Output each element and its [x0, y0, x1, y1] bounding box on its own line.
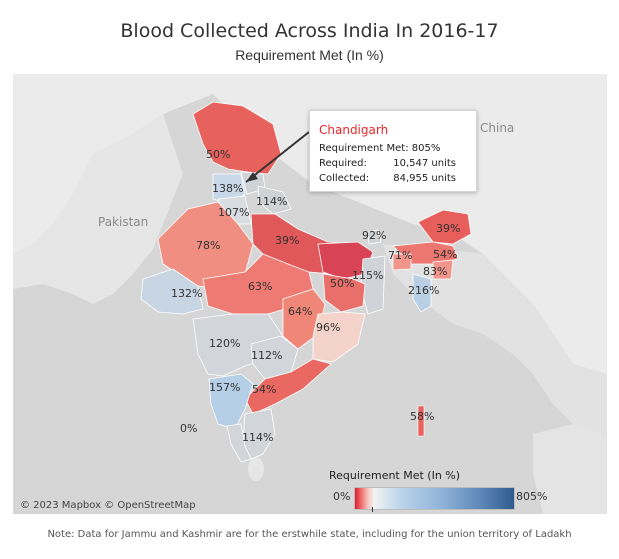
- legend-min-label: 0%: [333, 490, 351, 503]
- label-mh: 120%: [209, 337, 240, 350]
- state-ka[interactable]: [208, 373, 254, 430]
- state-jk[interactable]: [192, 101, 282, 175]
- label-pb: 138%: [212, 182, 243, 195]
- state-guj[interactable]: [140, 268, 204, 315]
- label-guj: 132%: [171, 287, 202, 300]
- label-ap: 54%: [252, 383, 276, 396]
- label-assam: 54%: [433, 248, 457, 261]
- tooltip-title: Chandigarh: [319, 123, 389, 137]
- label-kerala: 114%: [242, 431, 273, 444]
- tooltip: Chandigarh Requirement Met: 805% Require…: [309, 110, 477, 192]
- tooltip-pointer-head: [246, 172, 258, 182]
- legend-title: Requirement Met (In %): [329, 469, 461, 482]
- state-ap[interactable]: [244, 358, 332, 415]
- label-uk: 114%: [256, 195, 287, 208]
- label-lak: 0%: [180, 422, 197, 435]
- state-jh[interactable]: [322, 273, 366, 313]
- footnote: Note: Data for Jammu and Kashmir are for…: [47, 529, 572, 540]
- label-cg: 64%: [288, 305, 312, 318]
- tooltip-requirement-met: Requirement Met: 805%: [319, 143, 441, 154]
- tooltip-required-label: Required:: [319, 158, 367, 169]
- label-sikkim: 92%: [362, 229, 386, 242]
- label-bihar: 50%: [330, 277, 354, 290]
- label-jk: 50%: [206, 148, 230, 161]
- label-up: 39%: [275, 234, 299, 247]
- label-pakistan: Pakistan: [98, 215, 148, 229]
- label-jh: 115%: [352, 269, 383, 282]
- pakistan-land: [13, 114, 183, 304]
- tooltip-collected-label: Collected:: [319, 173, 370, 184]
- label-hr: 107%: [218, 206, 249, 219]
- state-sikkim[interactable]: [367, 229, 382, 245]
- state-uk[interactable]: [257, 185, 292, 215]
- islands-andaman[interactable]: [417, 405, 425, 437]
- label-ka: 157%: [209, 381, 240, 394]
- state-nagaland[interactable]: [432, 259, 454, 280]
- state-tripura[interactable]: [412, 273, 432, 313]
- label-mp: 63%: [248, 280, 272, 293]
- legend-max-label: 805%: [516, 490, 548, 503]
- tooltip-collected-value: 84,955 units: [393, 173, 456, 184]
- sri-lanka: [248, 457, 264, 481]
- label-china: China: [480, 121, 514, 135]
- label-raj: 78%: [196, 239, 220, 252]
- map-credit[interactable]: © 2023 Mapbox © OpenStreetMap: [20, 500, 196, 511]
- chart-subtitle: Requirement Met (In %): [235, 47, 384, 63]
- label-arunachal: 39%: [436, 222, 460, 235]
- label-meghalaya: 71%: [388, 249, 412, 262]
- se-asia-land: [533, 424, 607, 514]
- myanmar-land: [383, 244, 607, 434]
- tooltip-required-value: 10,547 units: [393, 158, 456, 169]
- label-nagaland: 83%: [423, 265, 447, 278]
- legend-tick: [372, 507, 373, 512]
- label-tripura: 216%: [408, 284, 439, 297]
- chart-title: Blood Collected Across India In 2016-17: [120, 20, 499, 42]
- label-tg: 112%: [251, 349, 282, 362]
- state-meghalaya[interactable]: [392, 253, 412, 271]
- state-kerala[interactable]: [226, 423, 252, 463]
- legend-color-ramp[interactable]: [354, 487, 515, 510]
- label-andaman: 58%: [410, 410, 434, 423]
- label-od: 96%: [316, 321, 340, 334]
- tooltip-pointer: [245, 131, 310, 183]
- state-od[interactable]: [312, 311, 366, 363]
